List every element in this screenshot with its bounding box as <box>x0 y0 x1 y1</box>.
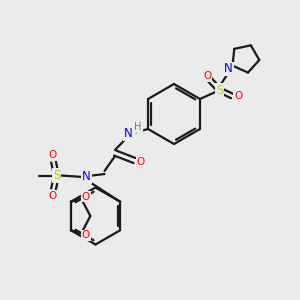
Text: O: O <box>48 150 56 161</box>
Text: O: O <box>48 190 56 201</box>
Text: O: O <box>82 192 90 202</box>
Text: N: N <box>82 170 91 184</box>
Text: S: S <box>53 169 60 182</box>
Text: O: O <box>234 91 242 101</box>
Text: O: O <box>136 157 145 167</box>
Text: N: N <box>224 62 233 76</box>
Text: O: O <box>82 230 90 240</box>
Text: N: N <box>124 127 132 140</box>
Text: H: H <box>134 122 142 132</box>
Text: O: O <box>203 71 211 81</box>
Text: S: S <box>216 83 223 97</box>
